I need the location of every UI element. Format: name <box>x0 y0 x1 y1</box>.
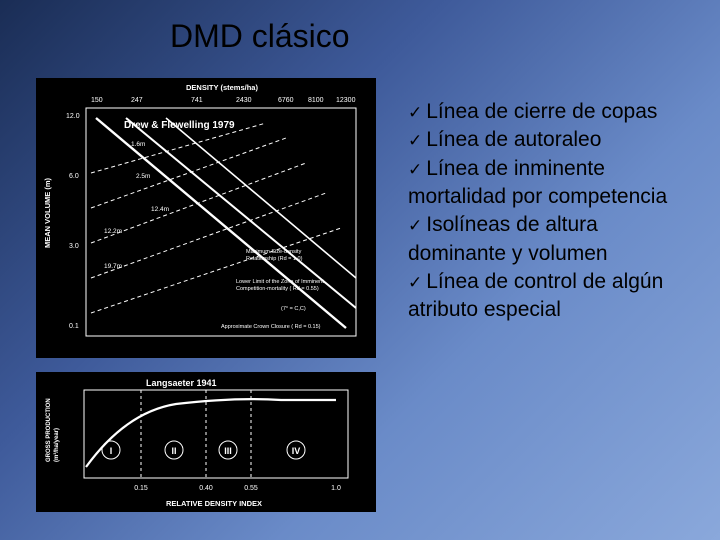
check-icon: ✓ <box>408 273 422 292</box>
figure-credit: Langsaeter 1941 <box>146 378 217 388</box>
iso-label: 12.4m <box>151 206 169 213</box>
annot: (7° = C,C) <box>281 306 306 312</box>
annot: Lower Limit of the Zone of Imminent Comp… <box>236 279 325 292</box>
figure-dmd: 150 247 741 2430 6760 8100 12300 DENSITY… <box>36 78 376 358</box>
xtick: 8100 <box>308 97 324 104</box>
iso-label: 12.2m <box>104 228 122 235</box>
xtick: 150 <box>91 97 103 104</box>
annot: Maximum Size-density Relationship (Rd = … <box>246 249 303 262</box>
bullet-text: Línea de autoraleo <box>426 128 601 151</box>
xtick: 12300 <box>336 97 356 104</box>
isoline <box>91 193 326 278</box>
ytick: 3.0 <box>69 243 79 250</box>
zone-label: II <box>171 446 176 456</box>
xtick: 6760 <box>278 97 294 104</box>
iso-label: 2.5m <box>136 173 150 180</box>
check-icon: ✓ <box>408 160 422 179</box>
ytick: 0.1 <box>69 323 79 330</box>
zone-label: I <box>110 446 113 456</box>
xtick: 741 <box>191 97 203 104</box>
isoline <box>91 228 341 313</box>
bullet-list: ✓Línea de cierre de copas ✓Línea de auto… <box>408 98 688 325</box>
page-title: DMD clásico <box>170 18 350 55</box>
xtick: 0.55 <box>244 485 258 492</box>
xtick: 1.0 <box>331 485 341 492</box>
check-icon: ✓ <box>408 103 422 122</box>
isoline <box>91 163 306 243</box>
yaxis-title: GROSS PRODUCTION (m³/ha/year) <box>46 397 60 462</box>
line-max-size-density <box>96 118 346 328</box>
ytick: 12.0 <box>66 113 80 120</box>
zone-label: IV <box>292 446 301 456</box>
annot: Approximate Crown Closure ( Rd = 0.15) <box>221 324 321 330</box>
bullet-text: Línea de cierre de copas <box>426 100 657 123</box>
check-icon: ✓ <box>408 216 422 235</box>
check-icon: ✓ <box>408 131 422 150</box>
zone-label: III <box>224 446 232 456</box>
xtick: 2430 <box>236 97 252 104</box>
xtick: 0.15 <box>134 485 148 492</box>
xtick: 247 <box>131 97 143 104</box>
iso-label: 1.6m <box>131 141 145 148</box>
isoline <box>91 138 286 208</box>
slide: DMD clásico 150 247 741 2430 6760 8100 1… <box>0 0 720 540</box>
bullet-text: Isolíneas de altura dominante y volumen <box>408 213 608 264</box>
iso-label: 19.7m <box>104 263 122 270</box>
ytick: 6.0 <box>69 173 79 180</box>
xaxis-title: RELATIVE DENSITY INDEX <box>166 499 262 508</box>
xaxis-title: DENSITY (stems/ha) <box>186 83 258 92</box>
xtick: 0.40 <box>199 485 213 492</box>
bullet-text: Línea de control de algún atributo espec… <box>408 270 663 321</box>
figure-langsaeter: Langsaeter 1941 GROSS PRODUCTION (m³/ha/… <box>36 372 376 512</box>
production-curve <box>86 399 336 467</box>
bullet-text: Línea de inminente mortalidad por compet… <box>408 157 667 208</box>
yaxis-title: MEAN VOLUME (m) <box>43 178 52 249</box>
